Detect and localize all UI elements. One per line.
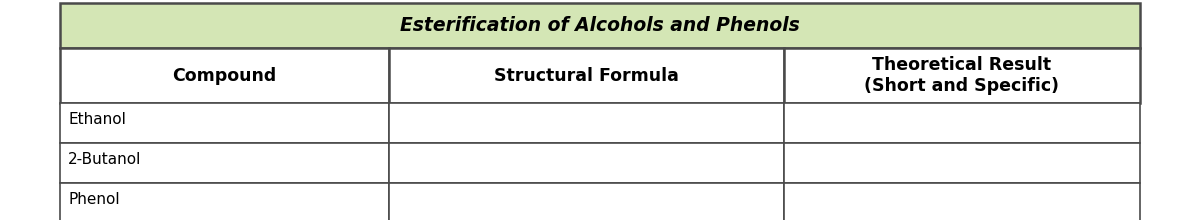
Bar [784, 103, 1140, 143]
Text: Structural Formula: Structural Formula [494, 66, 679, 84]
Bar [784, 48, 1140, 103]
Bar [389, 48, 784, 103]
Bar [60, 143, 389, 183]
Bar [60, 3, 1140, 48]
Bar [60, 183, 389, 220]
Text: Compound: Compound [173, 66, 277, 84]
Text: Phenol: Phenol [68, 192, 120, 207]
Text: 2-Butanol: 2-Butanol [68, 152, 142, 167]
Text: Ethanol: Ethanol [68, 112, 126, 127]
Bar [784, 143, 1140, 183]
Text: Esterification of Alcohols and Phenols: Esterification of Alcohols and Phenols [400, 16, 800, 35]
Bar [389, 143, 784, 183]
Text: Theoretical Result
(Short and Specific): Theoretical Result (Short and Specific) [864, 56, 1060, 95]
Bar [389, 103, 784, 143]
Bar [60, 48, 389, 103]
Bar [60, 103, 389, 143]
Bar [784, 183, 1140, 220]
Bar [389, 183, 784, 220]
